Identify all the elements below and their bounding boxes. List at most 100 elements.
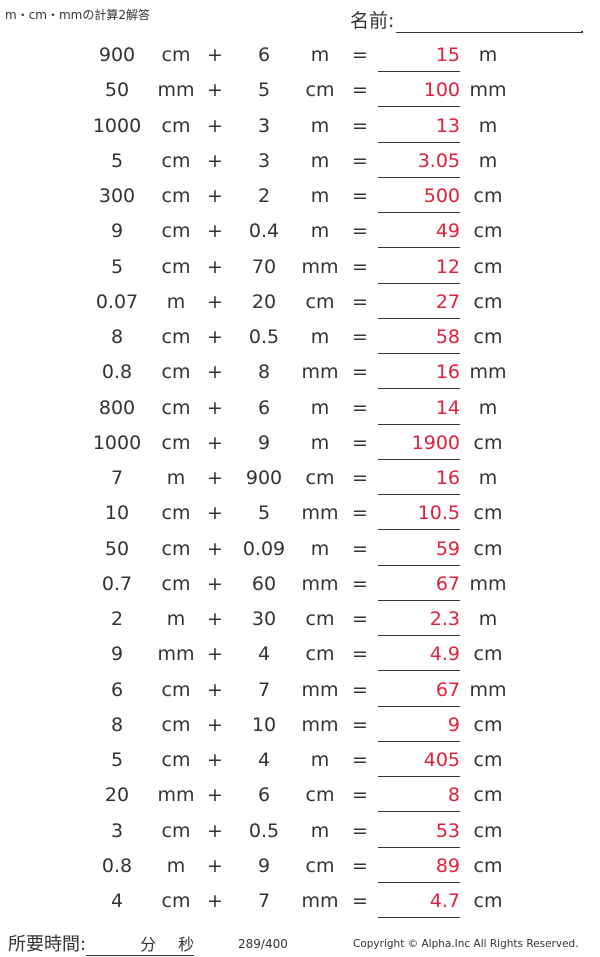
answer[interactable]: 405	[378, 743, 460, 777]
plus-sign: +	[207, 220, 223, 243]
second-value: 10	[251, 713, 277, 736]
answer[interactable]: 59	[378, 532, 460, 566]
equals-sign: =	[352, 396, 368, 419]
answer[interactable]: 500	[378, 179, 460, 213]
answer-unit: m	[478, 114, 498, 137]
plus-sign: +	[207, 749, 223, 771]
first-value: 8	[110, 326, 124, 348]
plus-sign: +	[207, 44, 223, 66]
answer[interactable]: 100	[378, 73, 460, 108]
first-value: 5	[110, 749, 124, 771]
first-value: 5	[110, 255, 124, 278]
answer[interactable]: 1900	[378, 426, 460, 460]
answer-unit: cm	[473, 502, 503, 525]
answer[interactable]: 89	[378, 849, 460, 883]
answer-unit: cm	[473, 854, 503, 877]
answer-unit: cm	[473, 290, 503, 313]
second-value: 70	[251, 255, 277, 278]
second-unit: m	[310, 220, 330, 243]
answer[interactable]: 13	[378, 109, 460, 143]
equals-sign: =	[352, 608, 368, 630]
first-value: 900	[98, 44, 136, 66]
answer[interactable]: 14	[378, 391, 460, 425]
plus-sign: +	[207, 255, 223, 278]
answer[interactable]: 2.3	[378, 602, 460, 636]
seconds-blank[interactable]: 秒	[160, 931, 195, 956]
plus-sign: +	[207, 185, 223, 207]
first-value: 5	[110, 149, 124, 172]
first-unit: cm	[161, 431, 191, 454]
equals-sign: =	[352, 784, 368, 807]
answer-unit: cm	[473, 537, 503, 560]
problem-row: 1000 cm +3 m = 13 m	[0, 109, 600, 144]
answer[interactable]: 67	[378, 567, 460, 601]
equals-sign: =	[352, 537, 368, 560]
second-value: 6	[257, 784, 271, 807]
first-unit: cm	[161, 361, 191, 384]
problem-row: 1000 cm +9 m = 1900 cm	[0, 426, 600, 461]
second-value: 3	[257, 149, 271, 172]
answer[interactable]: 4.9	[378, 637, 460, 672]
answer[interactable]: 58	[378, 320, 460, 354]
second-unit: cm	[305, 290, 335, 313]
answer[interactable]: 15	[378, 38, 460, 72]
problem-row: 0.8 cm +8 mm = 16 mm	[0, 355, 600, 390]
answer[interactable]: 12	[378, 250, 460, 284]
equals-sign: =	[352, 678, 368, 701]
plus-sign: +	[207, 819, 223, 842]
answer-unit: m	[478, 608, 498, 630]
second-unit: mm	[301, 502, 339, 525]
second-unit: cm	[305, 854, 335, 877]
plus-sign: +	[207, 149, 223, 172]
answer-unit: cm	[473, 185, 503, 207]
answer[interactable]: 53	[378, 814, 460, 848]
first-unit: cm	[161, 220, 191, 243]
plus-sign: +	[207, 431, 223, 454]
answer-unit: m	[478, 396, 498, 419]
equals-sign: =	[352, 431, 368, 454]
answer[interactable]: 9	[378, 708, 460, 742]
plus-sign: +	[207, 326, 223, 348]
second-value: 2	[257, 185, 271, 207]
answer[interactable]: 16	[378, 461, 460, 495]
seconds-label: 秒	[178, 935, 195, 954]
answer-unit: cm	[473, 220, 503, 243]
second-unit: m	[310, 44, 330, 66]
second-unit: cm	[305, 784, 335, 807]
second-unit: m	[310, 149, 330, 172]
answer[interactable]: 3.05	[378, 144, 460, 178]
second-unit: cm	[305, 467, 335, 489]
answer[interactable]: 49	[378, 214, 460, 249]
second-value: 20	[251, 290, 277, 313]
second-value: 3	[257, 114, 271, 137]
second-value: 0.4	[248, 220, 280, 243]
answer[interactable]: 67	[378, 673, 460, 707]
answer-unit: m	[478, 467, 498, 489]
second-value: 8	[257, 361, 271, 384]
answer[interactable]: 4.7	[378, 884, 460, 918]
answer-unit: cm	[473, 326, 503, 348]
answer[interactable]: 27	[378, 285, 460, 319]
first-value: 0.8	[101, 854, 133, 877]
first-unit: cm	[161, 502, 191, 525]
second-value: 7	[257, 890, 271, 912]
answer-unit: cm	[473, 431, 503, 454]
second-value: 5	[257, 79, 271, 102]
name-blank-line[interactable]	[396, 14, 582, 33]
second-unit: mm	[301, 713, 339, 736]
problem-row: 50 mm +5 cm = 100 mm	[0, 73, 600, 108]
answer[interactable]: 16	[378, 355, 460, 390]
equals-sign: =	[352, 854, 368, 877]
second-value: 4	[257, 643, 271, 666]
first-unit: m	[166, 854, 186, 877]
first-unit: cm	[161, 396, 191, 419]
second-unit: mm	[301, 678, 339, 701]
equals-sign: =	[352, 290, 368, 313]
answer[interactable]: 8	[378, 778, 460, 813]
first-unit: mm	[157, 79, 195, 102]
plus-sign: +	[207, 678, 223, 701]
answer[interactable]: 10.5	[378, 496, 460, 531]
minutes-blank[interactable]: 分	[86, 931, 161, 956]
second-value: 5	[257, 502, 271, 525]
equals-sign: =	[352, 572, 368, 595]
